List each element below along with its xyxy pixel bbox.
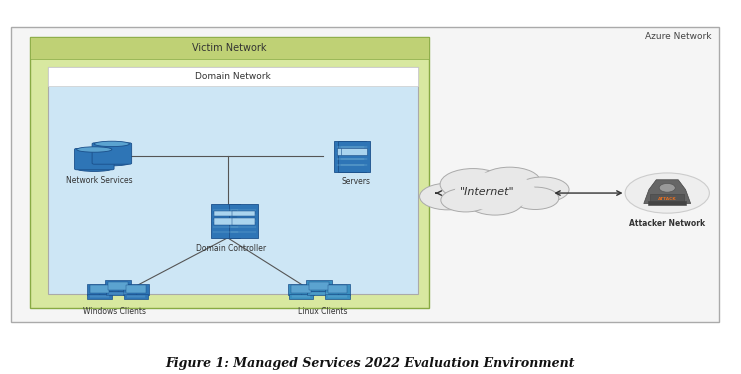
Text: Linux Clients: Linux Clients xyxy=(298,307,348,316)
FancyBboxPatch shape xyxy=(232,218,256,225)
FancyBboxPatch shape xyxy=(229,204,259,238)
FancyBboxPatch shape xyxy=(106,291,130,295)
Text: Attacker Network: Attacker Network xyxy=(629,219,705,228)
Ellipse shape xyxy=(659,183,675,192)
FancyBboxPatch shape xyxy=(108,282,127,290)
FancyBboxPatch shape xyxy=(232,211,256,216)
FancyBboxPatch shape xyxy=(291,285,310,294)
Circle shape xyxy=(441,188,491,212)
Polygon shape xyxy=(644,180,691,203)
FancyBboxPatch shape xyxy=(90,285,110,294)
FancyBboxPatch shape xyxy=(288,283,313,295)
Text: Figure 1: Managed Services 2022 Evaluation Environment: Figure 1: Managed Services 2022 Evaluati… xyxy=(166,358,575,371)
Circle shape xyxy=(468,188,523,215)
Circle shape xyxy=(440,169,506,200)
Text: Windows Clients: Windows Clients xyxy=(82,307,145,316)
FancyBboxPatch shape xyxy=(325,283,350,295)
FancyBboxPatch shape xyxy=(123,283,149,295)
FancyBboxPatch shape xyxy=(30,37,429,59)
Circle shape xyxy=(419,183,475,210)
Text: Domain Controller: Domain Controller xyxy=(196,244,266,253)
FancyBboxPatch shape xyxy=(48,67,418,294)
Circle shape xyxy=(512,187,559,209)
Ellipse shape xyxy=(77,147,112,152)
FancyBboxPatch shape xyxy=(124,294,148,299)
Circle shape xyxy=(455,172,535,211)
FancyBboxPatch shape xyxy=(213,218,237,225)
Ellipse shape xyxy=(77,166,112,171)
FancyBboxPatch shape xyxy=(213,211,237,216)
Text: ATTACK: ATTACK xyxy=(658,197,677,200)
FancyBboxPatch shape xyxy=(30,37,429,309)
Circle shape xyxy=(479,167,540,197)
FancyBboxPatch shape xyxy=(289,294,313,299)
Circle shape xyxy=(625,173,709,213)
FancyBboxPatch shape xyxy=(75,148,114,170)
Text: Servers: Servers xyxy=(342,177,370,186)
FancyBboxPatch shape xyxy=(334,141,367,172)
Text: Network Services: Network Services xyxy=(66,175,133,184)
FancyBboxPatch shape xyxy=(651,194,684,202)
FancyBboxPatch shape xyxy=(307,291,331,295)
Text: Victim Network: Victim Network xyxy=(192,43,267,53)
Text: Azure Network: Azure Network xyxy=(645,32,711,41)
FancyBboxPatch shape xyxy=(341,148,368,155)
FancyBboxPatch shape xyxy=(87,294,111,299)
FancyBboxPatch shape xyxy=(325,294,350,299)
FancyBboxPatch shape xyxy=(105,280,130,291)
FancyBboxPatch shape xyxy=(87,283,112,295)
FancyBboxPatch shape xyxy=(306,280,332,291)
Ellipse shape xyxy=(94,160,130,166)
FancyBboxPatch shape xyxy=(12,27,719,322)
FancyBboxPatch shape xyxy=(648,201,686,205)
FancyBboxPatch shape xyxy=(338,141,370,172)
Text: "Internet": "Internet" xyxy=(460,187,515,197)
Circle shape xyxy=(516,177,569,202)
FancyBboxPatch shape xyxy=(210,204,240,238)
FancyBboxPatch shape xyxy=(337,148,364,155)
FancyBboxPatch shape xyxy=(92,143,132,164)
FancyBboxPatch shape xyxy=(48,67,418,86)
FancyBboxPatch shape xyxy=(126,285,146,294)
FancyBboxPatch shape xyxy=(309,282,329,290)
FancyBboxPatch shape xyxy=(328,285,348,294)
Text: Domain Network: Domain Network xyxy=(195,72,271,81)
Ellipse shape xyxy=(94,141,130,147)
